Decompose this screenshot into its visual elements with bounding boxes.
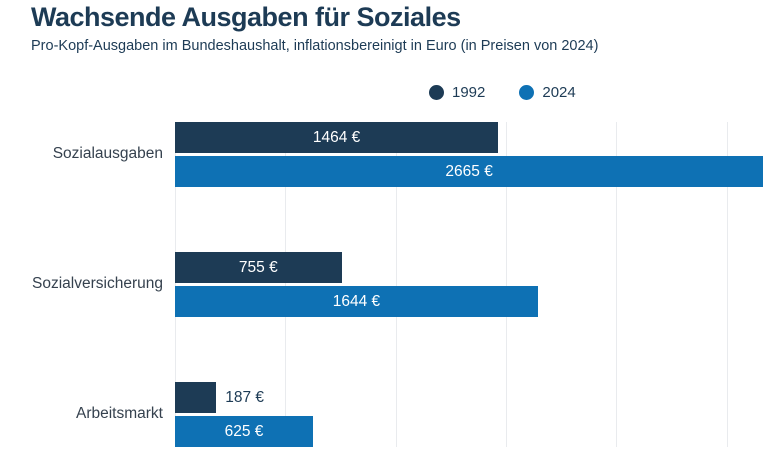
bar-sozialausgaben-1992: 1464 € — [175, 122, 499, 153]
category-label-sozialausgaben: Sozialausgaben — [52, 145, 163, 162]
legend-label-1992: 1992 — [452, 84, 486, 101]
value-label-sozialversicherung-1992: 755 € — [238, 258, 278, 276]
legend-item-2024: 2024 — [519, 84, 576, 101]
gridline-0 — [175, 122, 176, 447]
value-label-arbeitsmarkt-2024: 625 € — [224, 422, 264, 440]
bar-sozialversicherung-2024: 1644 € — [175, 286, 538, 317]
chart-title: Wachsende Ausgaben für Soziales — [31, 2, 461, 32]
legend: 1992 2024 — [429, 84, 576, 101]
bar-chart: Sozialausgaben 1464 € 2665 € Sozialversiche… — [0, 122, 782, 447]
value-label-sozialausgaben-1992: 1464 € — [312, 128, 361, 146]
category-label-arbeitsmarkt: Arbeitsmarkt — [76, 405, 163, 422]
value-label-sozialversicherung-2024: 1644 € — [332, 292, 381, 310]
legend-item-1992: 1992 — [429, 84, 485, 101]
bar-sozialausgaben-2024: 2665 € — [175, 156, 764, 187]
gridline-500 — [285, 122, 287, 447]
bar-arbeitsmarkt-1992 — [175, 382, 217, 413]
value-label-sozialausgaben-2024: 2665 € — [445, 162, 493, 180]
bar-arbeitsmarkt-2024: 625 € — [175, 416, 313, 447]
legend-label-2024: 2024 — [542, 84, 576, 101]
value-label-arbeitsmarkt-1992: 187 € — [225, 389, 265, 406]
bar-sozialversicherung-1992: 755 € — [175, 252, 342, 283]
gridline-2000 — [616, 122, 618, 447]
gridline-1000 — [395, 122, 397, 447]
gridline-2500 — [726, 122, 728, 447]
legend-dot-1992 — [429, 85, 444, 100]
chart-subtitle: Pro-Kopf-Ausgaben im Bundeshaushalt, inf… — [31, 38, 599, 54]
category-label-sozialversicherung: Sozialversicherung — [32, 275, 163, 292]
legend-dot-2024 — [519, 85, 535, 100]
gridline-1500 — [506, 122, 508, 447]
